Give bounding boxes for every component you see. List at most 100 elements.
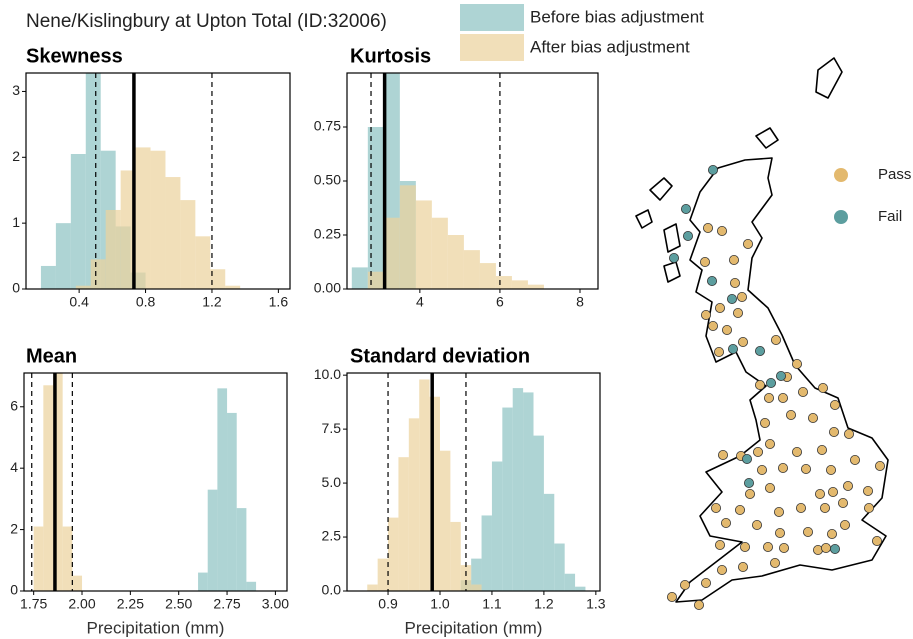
station-dot	[738, 336, 749, 347]
panel: 0.4 0.8 1.2 1.6 0 1 2 3 Skewness	[12, 45, 291, 310]
histogram-bar	[246, 581, 257, 591]
station-dot	[738, 562, 749, 573]
station-dot	[717, 565, 728, 576]
station-dot	[830, 544, 841, 555]
histogram-bar	[75, 285, 91, 289]
histogram-bar	[198, 572, 208, 591]
map-legend-label: Fail	[878, 208, 902, 225]
histogram-bar	[447, 235, 464, 289]
y-tick-label: 0.75	[314, 118, 341, 134]
histogram-bar	[217, 388, 228, 591]
station-dot	[708, 164, 719, 175]
map-legend-dot	[834, 210, 848, 224]
station-dot	[737, 291, 748, 302]
x-tick-label: 0.8	[136, 294, 156, 310]
station-dot	[683, 230, 694, 241]
map-legend-dot	[834, 168, 848, 182]
histogram-bar	[227, 412, 237, 591]
station-dot	[808, 412, 819, 423]
histogram-bar	[62, 526, 73, 591]
station-dot	[722, 324, 733, 335]
station-dot	[743, 238, 754, 249]
station-dot	[703, 222, 714, 233]
station-dot	[715, 540, 726, 551]
station-dot	[714, 346, 725, 357]
histogram-bar	[72, 575, 83, 591]
legend-swatch	[460, 34, 524, 61]
station-dot	[752, 520, 763, 531]
station-dot	[744, 477, 755, 488]
station-dot	[820, 502, 831, 513]
histogram-bar	[511, 280, 528, 289]
histogram-bar	[471, 558, 482, 591]
histogram-bar	[471, 584, 482, 591]
histogram-bar	[210, 269, 226, 289]
station-dot	[827, 529, 838, 540]
station-dot	[803, 527, 814, 538]
histogram-bar	[398, 457, 409, 591]
station-dot	[755, 379, 766, 390]
station-dot	[786, 409, 797, 420]
histogram-bar	[90, 259, 106, 289]
station-dot	[680, 580, 691, 591]
histogram-bar	[105, 209, 121, 289]
station-dot	[729, 254, 740, 265]
panel-title: Skewness	[26, 45, 123, 67]
station-dot	[694, 600, 705, 611]
y-tick-label: 4	[10, 459, 18, 475]
y-tick-label: 6	[10, 397, 18, 413]
station-dot	[721, 518, 732, 529]
y-tick-label: 2	[10, 520, 18, 536]
station-dot	[742, 453, 753, 464]
y-tick-label: 0.25	[314, 226, 341, 242]
bars	[40, 73, 241, 289]
station-dot	[728, 343, 739, 354]
station-dot	[766, 377, 777, 388]
histogram-bar	[575, 586, 586, 591]
y-tick-label: 10.0	[314, 366, 341, 382]
station-dot	[760, 417, 771, 428]
station-dot	[843, 480, 854, 491]
y-tick-label: 1	[12, 214, 20, 230]
panel: 4 6 8 0.00 0.25 0.50 0.75 Kurtosis	[314, 45, 599, 310]
station-dot	[727, 293, 738, 304]
x-tick-label: 1.0	[430, 596, 450, 612]
x-tick-label: 1.75	[20, 596, 47, 612]
histogram-bar	[377, 558, 389, 591]
panel-title: Standard deviation	[350, 345, 530, 367]
y-tick-label: 0.0	[322, 582, 342, 598]
x-tick-label: 2.00	[68, 596, 95, 612]
y-tick-label: 5.0	[322, 474, 342, 490]
histogram-bar	[450, 521, 461, 591]
histogram-bar	[388, 517, 399, 591]
station-dot	[796, 502, 807, 513]
map-island	[815, 57, 843, 99]
histogram-bar	[408, 418, 420, 591]
station-dot	[815, 488, 826, 499]
histogram-bar	[85, 73, 101, 289]
histogram-bar	[491, 461, 503, 591]
bars	[351, 73, 544, 289]
y-tick-label: 3	[12, 82, 20, 98]
histogram-bar	[367, 271, 384, 289]
station-dot	[817, 444, 828, 455]
station-dot	[765, 482, 776, 493]
histogram-bar	[180, 200, 196, 289]
histogram-bar	[431, 217, 448, 289]
station-dot	[717, 225, 728, 236]
histogram-bar	[236, 508, 247, 591]
histogram-bar	[351, 267, 368, 289]
histogram-bar	[135, 147, 151, 289]
panel: 1.75 2.00 2.25 2.50 2.75 3.00 0 2 4 6 Mean Precipit…	[10, 345, 289, 637]
bars	[31, 373, 257, 591]
histogram-bar	[564, 573, 576, 591]
histogram-bar	[53, 373, 63, 591]
station-dot	[798, 386, 809, 397]
histogram-bar	[399, 185, 416, 289]
histogram-bar	[120, 170, 136, 289]
station-dot	[821, 543, 832, 554]
histogram-bar	[33, 526, 44, 591]
legend: Before bias adjustment After bias adjustm…	[460, 4, 704, 61]
station-dot	[828, 486, 839, 497]
histogram-bar	[367, 127, 384, 289]
